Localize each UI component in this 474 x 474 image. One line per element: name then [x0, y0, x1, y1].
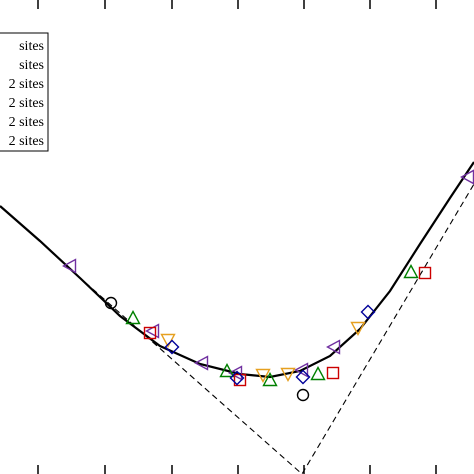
marker-square	[418, 266, 432, 280]
marker-diamond	[164, 339, 180, 355]
curves	[0, 161, 474, 474]
legend-entry-3: 2 sites	[9, 77, 44, 92]
marker-triangle-down	[280, 367, 296, 382]
legend-entry-5: 2 sites	[9, 115, 44, 130]
marker-triangle-up	[219, 363, 235, 378]
legend-entry-6: 2 sites	[9, 134, 44, 149]
marker-triangle-down	[350, 321, 366, 336]
marker-triangle-up	[310, 366, 326, 381]
marker-triangle-down	[255, 368, 271, 383]
marker-triangle-left	[326, 339, 341, 355]
bound-dashed-line	[69, 183, 474, 474]
marker-square	[326, 366, 340, 380]
marker-square	[143, 326, 157, 340]
legend-entry-2: sites	[19, 58, 44, 73]
data-markers	[62, 169, 474, 402]
marker-triangle-left	[294, 362, 309, 378]
marker-triangle-up	[125, 310, 141, 325]
marker-triangle-up	[262, 372, 278, 387]
marker-triangle-left	[194, 355, 209, 371]
marker-triangle-up	[403, 264, 419, 279]
fit-curve	[0, 161, 474, 379]
marker-circle	[104, 296, 118, 310]
marker-diamond	[295, 369, 311, 385]
legend-entry-4: 2 sites	[9, 96, 44, 111]
axes	[37, 0, 437, 474]
marker-diamond	[229, 370, 245, 386]
legend-entry-1: sites	[19, 39, 44, 54]
marker-triangle-left	[62, 258, 77, 274]
marker-circle	[296, 388, 310, 402]
legend: sites sites 2 sites 2 sites 2 sites 2 si…	[0, 32, 49, 152]
marker-diamond	[360, 304, 376, 320]
marker-triangle-left	[145, 323, 160, 339]
legend-box	[0, 32, 49, 152]
marker-triangle-left	[228, 365, 243, 381]
